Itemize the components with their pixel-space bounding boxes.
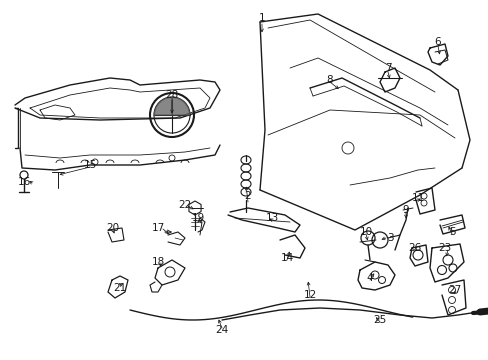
Text: 24: 24 <box>215 325 228 335</box>
Text: 4: 4 <box>366 273 372 283</box>
Text: 2: 2 <box>244 191 251 201</box>
Text: 6: 6 <box>434 37 440 47</box>
Text: 26: 26 <box>407 243 421 253</box>
Text: 13: 13 <box>265 213 278 223</box>
Polygon shape <box>172 98 189 115</box>
Text: 1: 1 <box>258 13 265 23</box>
Text: 15: 15 <box>83 160 97 170</box>
Text: 18: 18 <box>151 257 164 267</box>
Text: 11: 11 <box>410 193 424 203</box>
Text: 10: 10 <box>359 227 372 237</box>
Text: 25: 25 <box>373 315 386 325</box>
Text: 20: 20 <box>106 223 120 233</box>
Text: 22: 22 <box>178 200 191 210</box>
Text: 17: 17 <box>151 223 164 233</box>
Text: 16: 16 <box>18 177 31 187</box>
Polygon shape <box>154 98 172 115</box>
Text: 12: 12 <box>303 290 316 300</box>
Text: 19: 19 <box>191 213 204 223</box>
Text: 28: 28 <box>165 90 178 100</box>
Text: 23: 23 <box>437 243 451 253</box>
Text: 5: 5 <box>448 227 454 237</box>
Text: 27: 27 <box>447 285 461 295</box>
Text: 9: 9 <box>402 205 408 215</box>
Text: 3: 3 <box>386 233 392 243</box>
Text: 21: 21 <box>113 283 126 293</box>
Text: 14: 14 <box>280 253 293 263</box>
Text: 8: 8 <box>326 75 333 85</box>
Text: 7: 7 <box>384 63 390 73</box>
